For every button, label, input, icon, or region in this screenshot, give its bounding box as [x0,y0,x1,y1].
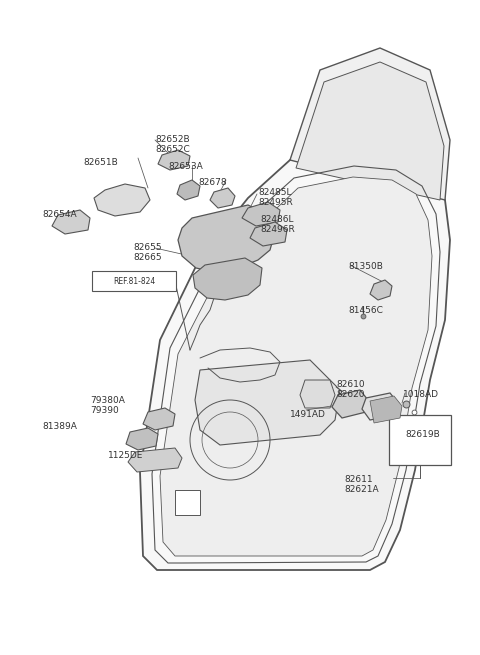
Text: 81456C: 81456C [348,306,383,315]
Text: 1018AD: 1018AD [403,390,439,399]
Text: 82653A: 82653A [168,162,203,171]
Polygon shape [143,408,175,430]
Text: 82654A: 82654A [42,210,77,219]
Text: 82652B
82652C: 82652B 82652C [155,135,190,155]
Polygon shape [290,48,450,200]
Text: 82486L
82496R: 82486L 82496R [260,215,295,234]
Polygon shape [126,428,158,450]
Text: 82611
82621A: 82611 82621A [345,475,379,495]
Polygon shape [128,448,182,472]
Text: 1491AD: 1491AD [290,410,326,419]
Text: 82655
82665: 82655 82665 [133,243,162,263]
Text: 82485L
82495R: 82485L 82495R [258,188,293,208]
Text: 82610
82620: 82610 82620 [336,380,365,400]
Polygon shape [158,150,190,170]
Polygon shape [242,202,280,226]
Text: 79380A
79390: 79380A 79390 [90,396,125,415]
Text: 82619B: 82619B [405,430,440,439]
Polygon shape [362,393,398,420]
Polygon shape [140,148,450,570]
Text: 1125DE: 1125DE [108,451,144,460]
Polygon shape [296,62,444,200]
Polygon shape [193,258,262,300]
Polygon shape [178,205,275,272]
Polygon shape [94,184,150,216]
Polygon shape [195,360,340,445]
Polygon shape [370,280,392,300]
Polygon shape [177,180,200,200]
Polygon shape [175,490,200,515]
Polygon shape [160,177,432,556]
FancyBboxPatch shape [389,415,451,465]
Polygon shape [250,222,287,246]
Polygon shape [332,390,368,418]
Polygon shape [210,188,235,208]
Text: 82678: 82678 [198,178,227,187]
Polygon shape [52,210,90,234]
Text: 81350B: 81350B [348,262,383,271]
Polygon shape [300,380,335,408]
Text: 82651B: 82651B [83,158,118,167]
Text: 81389A: 81389A [42,422,77,431]
Text: REF.81-824: REF.81-824 [113,276,155,286]
FancyBboxPatch shape [92,271,176,291]
Polygon shape [370,396,402,423]
